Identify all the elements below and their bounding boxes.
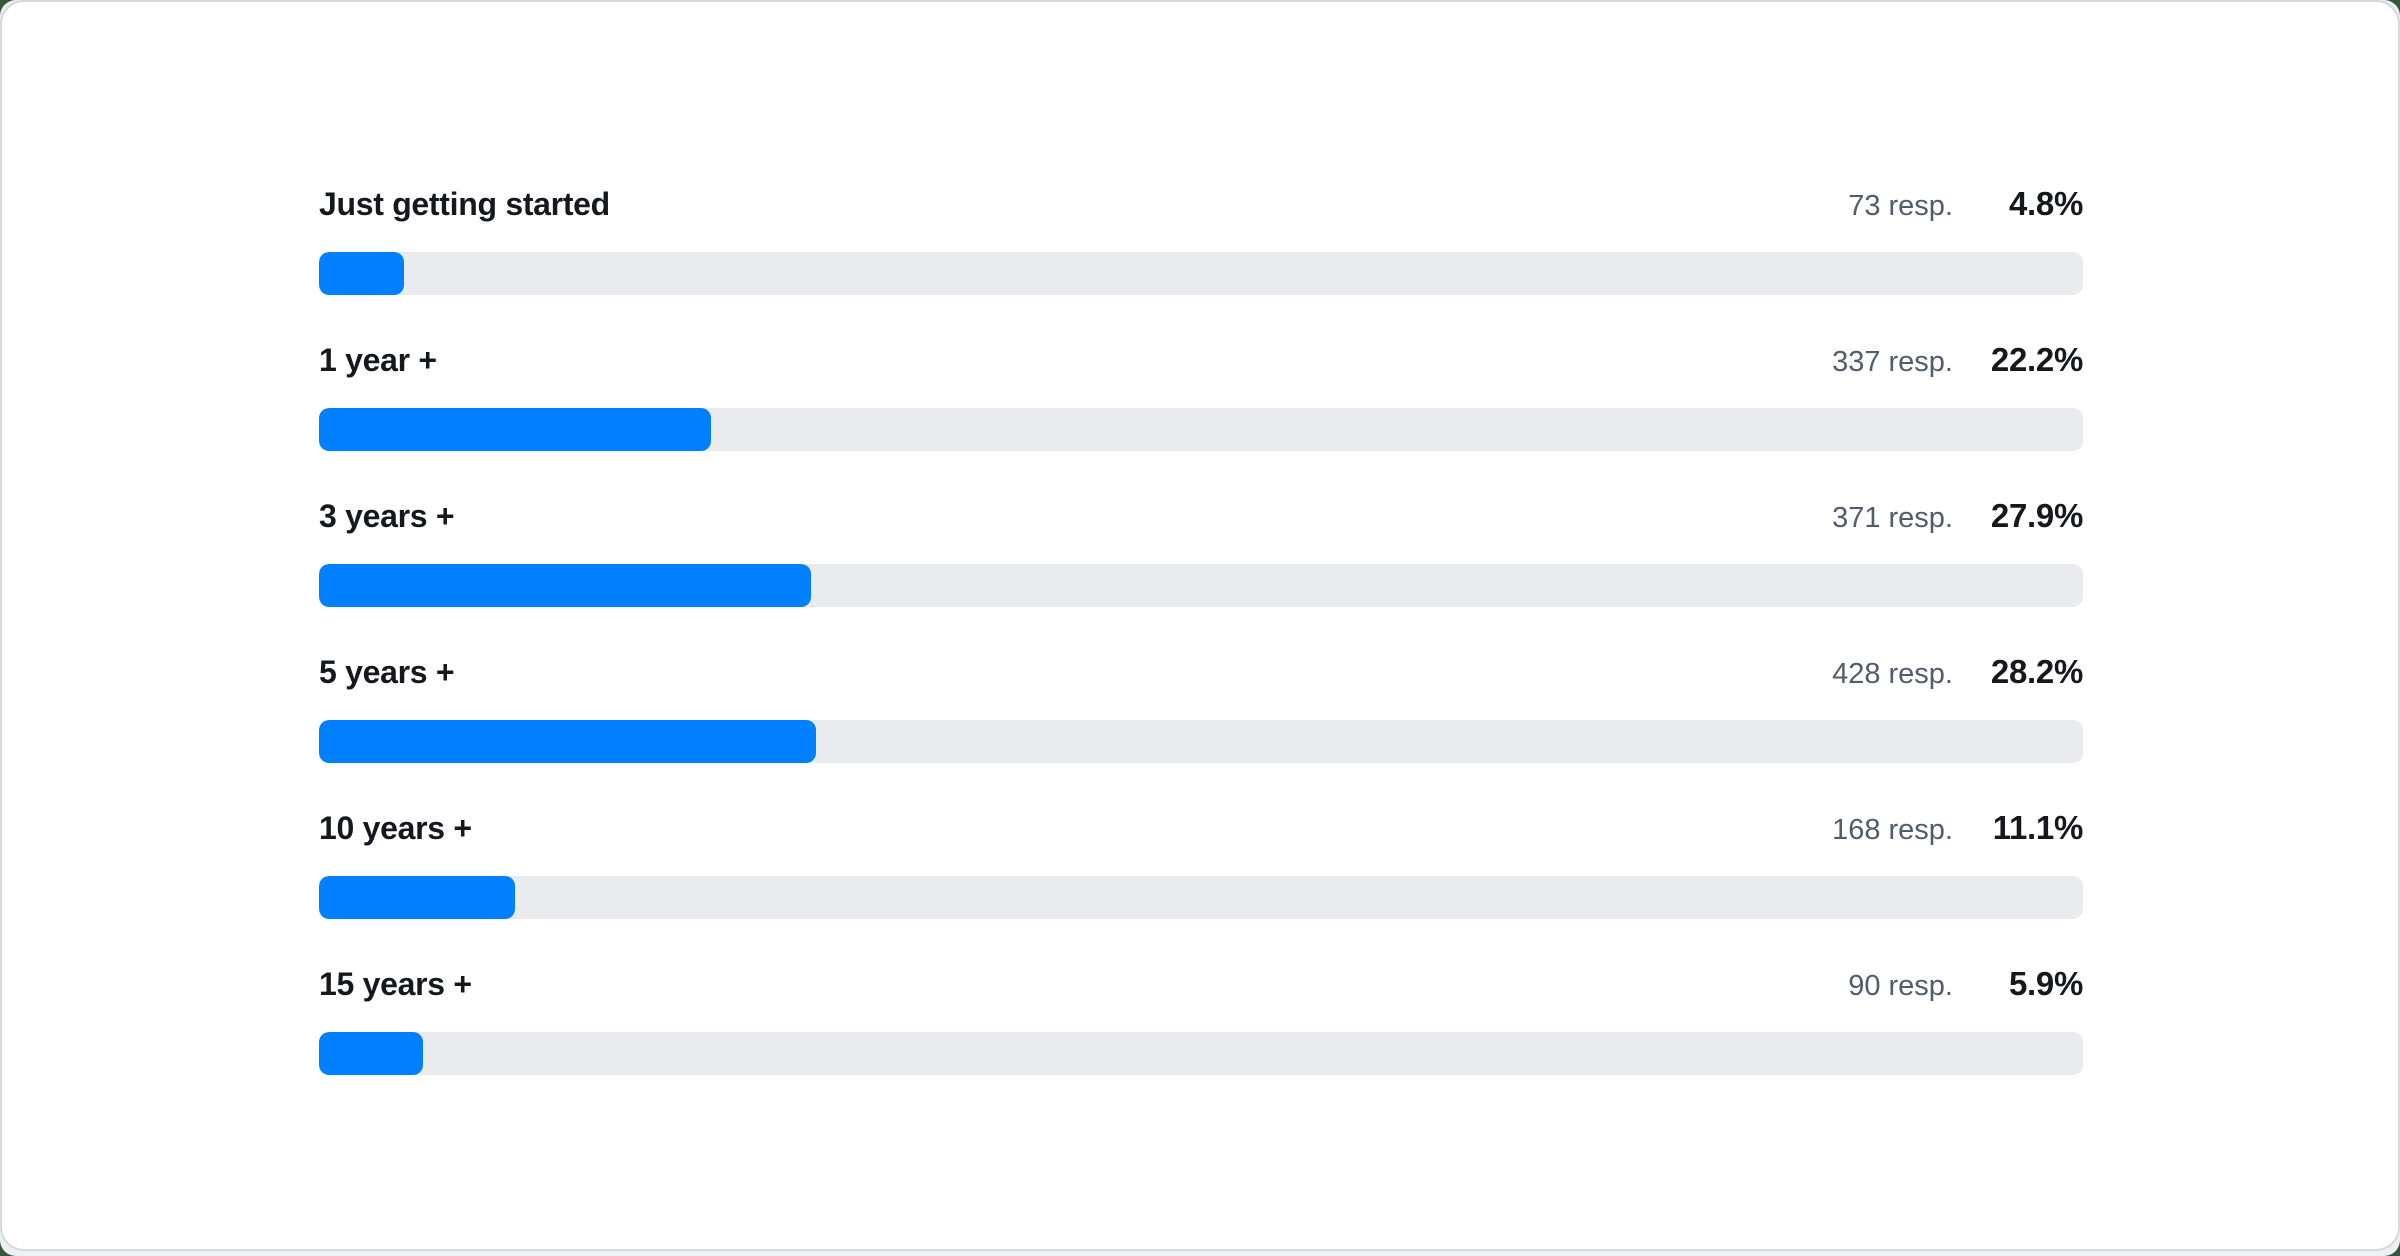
response-count: 428 resp. xyxy=(1832,658,1953,690)
percent-value: 28.2% xyxy=(1990,653,2083,690)
response-count: 90 resp. xyxy=(1848,970,1953,1002)
bar-fill xyxy=(319,252,404,295)
survey-row: 15 years + 90 resp. 5.9% xyxy=(319,964,2083,1075)
bar-track xyxy=(319,252,2083,295)
percent-value: 27.9% xyxy=(1990,497,2083,534)
answer-label: 15 years + xyxy=(319,966,472,1002)
answer-label: 10 years + xyxy=(319,810,472,846)
survey-row: 10 years + 168 resp. 11.1% xyxy=(319,808,2083,919)
response-count: 337 resp. xyxy=(1832,346,1953,378)
answer-label: 3 years + xyxy=(319,498,455,534)
percent-value: 4.8% xyxy=(2008,185,2083,222)
survey-results-chart: Just getting started 73 resp. 4.8% 1 yea… xyxy=(319,184,2083,1075)
bar-fill xyxy=(319,408,711,451)
bar-track xyxy=(319,876,2083,919)
bar-fill xyxy=(319,1032,424,1075)
bar-track xyxy=(319,720,2083,763)
bar-track xyxy=(319,1032,2083,1075)
bar-fill xyxy=(319,564,812,607)
survey-row: 3 years + 371 resp. 27.9% xyxy=(319,496,2083,607)
response-count: 168 resp. xyxy=(1832,814,1953,846)
bar-track xyxy=(319,564,2083,607)
survey-row: Just getting started 73 resp. 4.8% xyxy=(319,184,2083,295)
survey-row: 5 years + 428 resp. 28.2% xyxy=(319,652,2083,763)
percent-value: 5.9% xyxy=(2008,965,2083,1002)
bar-track xyxy=(319,408,2083,451)
response-count: 371 resp. xyxy=(1832,502,1953,534)
answer-label: 5 years + xyxy=(319,654,455,690)
response-count: 73 resp. xyxy=(1848,190,1953,222)
survey-row: 1 year + 337 resp. 22.2% xyxy=(319,340,2083,451)
answer-label: 1 year + xyxy=(319,342,437,378)
bar-fill xyxy=(319,876,515,919)
answer-label: Just getting started xyxy=(319,186,610,222)
percent-value: 22.2% xyxy=(1990,341,2083,378)
percent-value: 11.1% xyxy=(1992,809,2084,846)
bar-fill xyxy=(319,720,817,763)
